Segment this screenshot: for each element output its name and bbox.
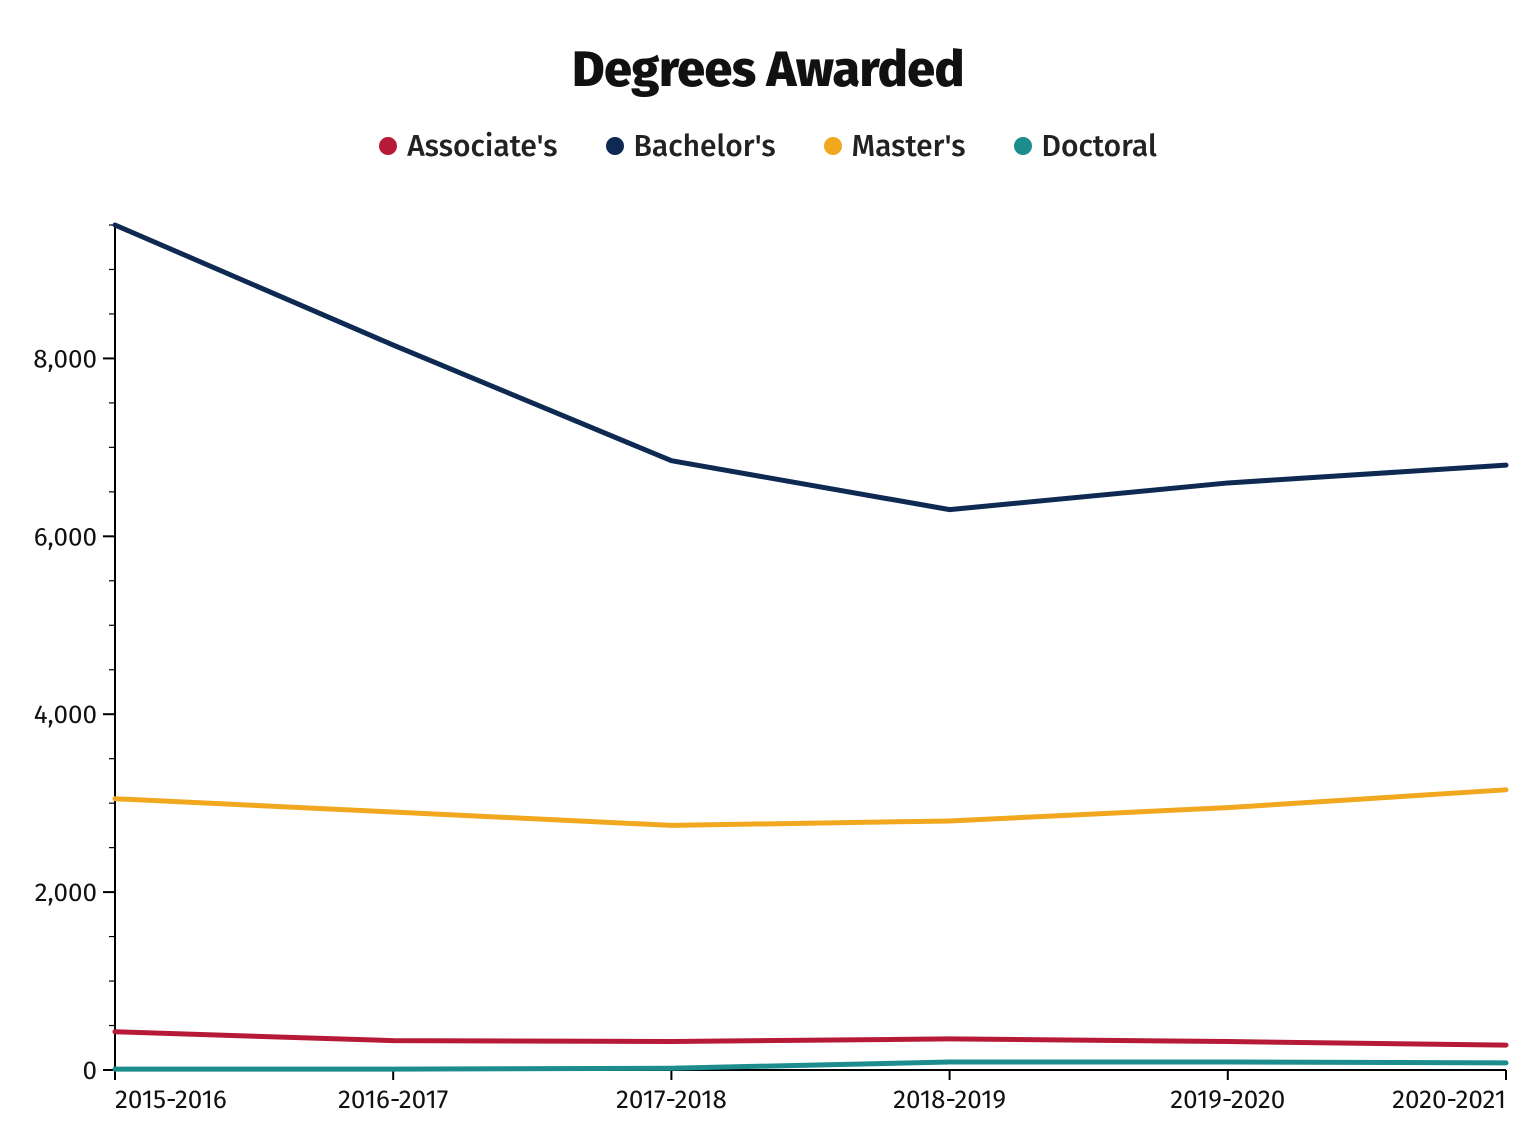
series-line: [115, 1062, 1506, 1069]
series-line: [115, 1032, 1506, 1045]
legend-swatch: [1014, 137, 1032, 155]
x-tick-label: 2020-2021: [1392, 1084, 1506, 1115]
legend-swatch: [379, 137, 397, 155]
series-line: [115, 790, 1506, 826]
y-tick-label: 0: [82, 1055, 97, 1086]
y-tick-label: 8,000: [33, 343, 97, 374]
degrees-chart: Degrees Awarded Associate's Bachelor's Mas…: [0, 0, 1536, 1140]
x-tick-label: 2016-2017: [338, 1084, 448, 1115]
legend-swatch: [824, 137, 842, 155]
legend-label: Associate's: [407, 128, 557, 164]
x-tick-label: 2019-2020: [1170, 1084, 1285, 1115]
y-tick-label: 2,000: [35, 877, 97, 908]
chart-title: Degrees Awarded: [0, 0, 1536, 100]
legend-item: Doctoral: [1014, 128, 1157, 164]
legend-item: Associate's: [379, 128, 557, 164]
legend-label: Doctoral: [1042, 128, 1157, 164]
legend-label: Bachelor's: [634, 128, 776, 164]
legend-item: Bachelor's: [606, 128, 776, 164]
chart-legend: Associate's Bachelor's Master's Doctoral: [0, 128, 1536, 164]
legend-item: Master's: [824, 128, 966, 164]
x-tick-label: 2018-2019: [893, 1084, 1006, 1115]
chart-plot-area: 0 2,000 4,000 6,000 8,000 2015-2016 2016-2017 2…: [0, 180, 1536, 1140]
series-line: [115, 225, 1506, 510]
legend-swatch: [606, 137, 624, 155]
x-tick-label: 2017-2018: [616, 1084, 727, 1115]
y-tick-label: 4,000: [34, 699, 97, 730]
y-tick-label: 6,000: [34, 521, 97, 552]
x-tick-label: 2015-2016: [115, 1084, 227, 1115]
legend-label: Master's: [852, 128, 966, 164]
